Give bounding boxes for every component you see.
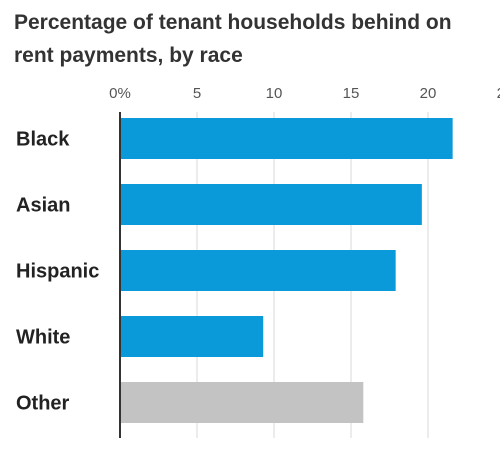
bar-white	[120, 316, 264, 357]
category-label-white: White	[16, 327, 70, 349]
x-tick-label-0: 0%	[109, 85, 131, 102]
bar-asian	[120, 184, 422, 225]
category-label-hispanic: Hispanic	[16, 261, 99, 283]
x-tick-label-10: 10	[266, 85, 283, 102]
x-tick-label-15: 15	[343, 85, 360, 102]
bar-other	[120, 382, 364, 423]
bar-hispanic	[120, 250, 396, 291]
category-label-asian: Asian	[16, 195, 70, 217]
bar-black	[120, 118, 453, 159]
category-label-black: Black	[16, 129, 70, 151]
x-tick-label-5: 5	[193, 85, 201, 102]
x-tick-label-25: 25	[497, 85, 500, 102]
x-tick-label-20: 20	[420, 85, 437, 102]
category-label-other: Other	[16, 393, 70, 415]
chart-title: Percentage of tenant households behind o…	[14, 11, 452, 67]
